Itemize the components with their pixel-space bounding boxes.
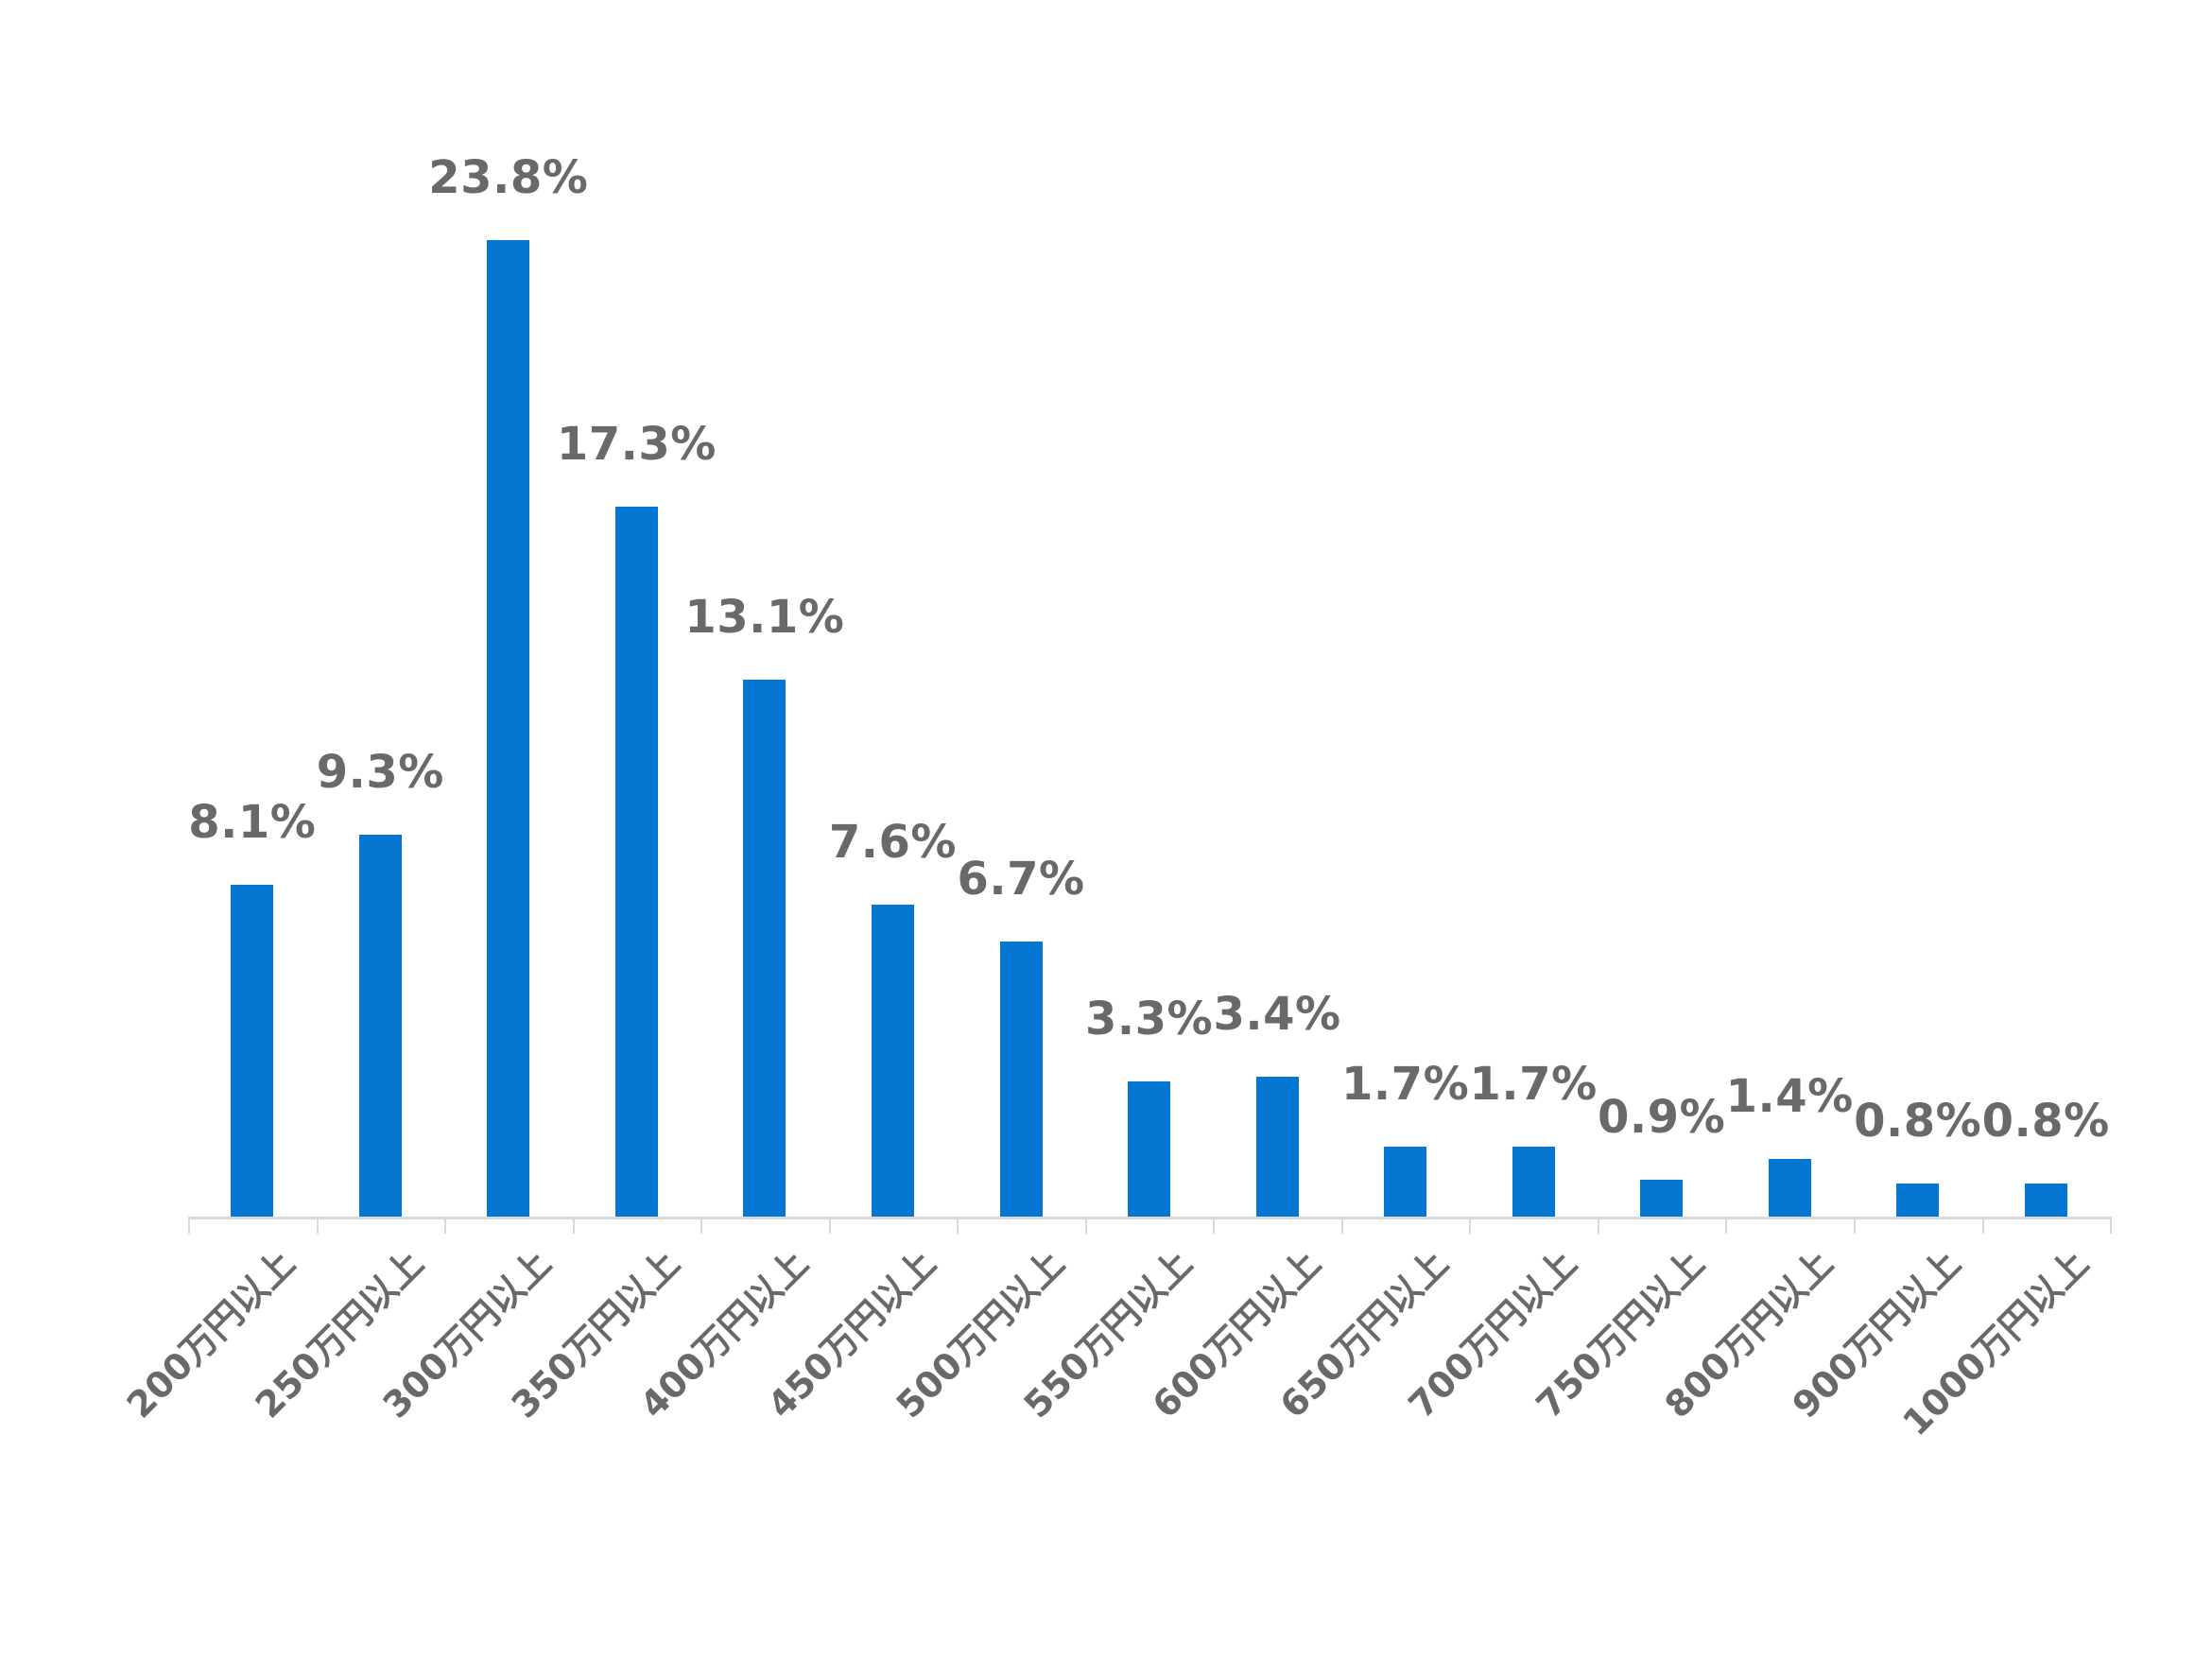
- x-axis-tick: [1469, 1217, 1472, 1234]
- bar-value-label: 17.3%: [556, 418, 717, 472]
- x-axis-tick: [188, 1217, 190, 1234]
- bar: [1128, 1080, 1170, 1217]
- x-axis-line: [188, 1217, 2110, 1219]
- bar: [1896, 1184, 1940, 1217]
- bar: [743, 679, 786, 1217]
- bar-value-label: 23.8%: [428, 151, 589, 205]
- bar-value-label: 1.7%: [1469, 1058, 1598, 1112]
- x-axis-tick: [700, 1217, 703, 1234]
- bar: [1512, 1147, 1555, 1217]
- bar-value-label: 3.3%: [1084, 992, 1214, 1046]
- x-axis-tick: [2110, 1217, 2112, 1234]
- bar-value-label: 13.1%: [684, 590, 845, 644]
- bar-value-label: 1.4%: [1725, 1070, 1854, 1124]
- bar-value-label: 9.3%: [316, 746, 444, 800]
- x-axis-tick: [316, 1217, 319, 1234]
- bar: [1255, 1077, 1299, 1217]
- bar-value-label: 0.8%: [1854, 1095, 1982, 1149]
- bar-value-label: 0.9%: [1598, 1090, 1726, 1144]
- x-axis-tick: [1853, 1217, 1856, 1234]
- x-axis-tick: [828, 1217, 831, 1234]
- bar: [871, 905, 914, 1217]
- bar-value-label: 0.8%: [1981, 1095, 2110, 1149]
- bar: [614, 507, 658, 1217]
- bar: [231, 884, 274, 1217]
- bar-value-label: 1.7%: [1341, 1058, 1470, 1112]
- x-axis-tick: [1213, 1217, 1216, 1234]
- bar-value-label: 3.4%: [1213, 988, 1341, 1042]
- bar: [999, 942, 1043, 1217]
- bar: [1768, 1159, 1811, 1217]
- bar: [2024, 1184, 2067, 1217]
- x-axis-tick: [444, 1217, 447, 1234]
- x-axis-tick: [1597, 1217, 1599, 1234]
- x-axis-tick: [1340, 1217, 1343, 1234]
- bar-value-label: 6.7%: [957, 853, 1085, 907]
- bar: [487, 240, 530, 1217]
- bar: [1384, 1147, 1427, 1217]
- bar-value-label: 8.1%: [188, 795, 317, 849]
- x-axis-tick: [1981, 1217, 1984, 1234]
- x-axis-tick: [1084, 1217, 1087, 1234]
- x-axis-tick: [1725, 1217, 1728, 1234]
- bar: [358, 835, 402, 1217]
- x-axis-tick: [957, 1217, 959, 1234]
- bar-value-label: 7.6%: [828, 816, 957, 870]
- x-axis-tick: [572, 1217, 575, 1234]
- bar: [1640, 1179, 1684, 1217]
